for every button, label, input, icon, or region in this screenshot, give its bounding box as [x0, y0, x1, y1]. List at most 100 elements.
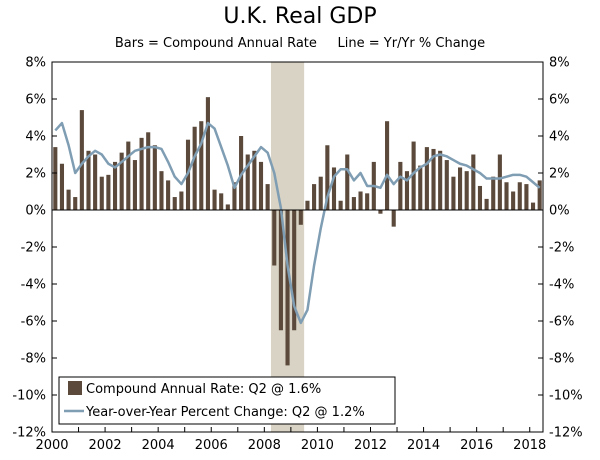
bar	[411, 141, 416, 210]
bar	[212, 189, 217, 210]
bar	[365, 193, 370, 210]
y-tick-label-right: 4%	[549, 130, 570, 145]
y-tick-label-left: -10%	[12, 389, 46, 404]
bar	[285, 210, 290, 366]
y-tick-label-left: -6%	[21, 315, 46, 330]
bar	[418, 165, 423, 210]
y-tick-label-left: 2%	[25, 167, 46, 182]
bar	[252, 150, 257, 210]
bar	[126, 141, 131, 210]
x-tick-label: 2004	[142, 438, 175, 453]
x-tick-label: 2006	[195, 438, 228, 453]
bar	[471, 154, 476, 210]
bar	[424, 147, 429, 210]
bar	[497, 154, 502, 210]
bar	[318, 176, 323, 210]
bar-series	[53, 97, 542, 366]
bar	[458, 167, 463, 210]
legend-label-line: Year-over-Year Percent Change: Q2 @ 1.2%	[85, 405, 365, 420]
y-tick-label-right: -12%	[549, 426, 583, 441]
x-tick-label: 2012	[354, 438, 387, 453]
bar	[298, 210, 303, 225]
bar	[312, 184, 317, 210]
legend-label-bars: Compound Annual Rate: Q2 @ 1.6%	[86, 382, 321, 397]
chart-subtitle: Bars = Compound Annual Rate Line = Yr/Yr…	[114, 36, 486, 51]
axes: 8% 8% 6% 6% 4% 4% 2% 2% 0% 0% -2% -2% -4% -4% -6% -6% -8…	[12, 56, 582, 454]
bar	[484, 198, 489, 210]
bar	[524, 184, 529, 210]
bar	[338, 200, 343, 210]
bar	[139, 137, 144, 210]
chart-title: U.K. Real GDP	[223, 4, 377, 29]
y-tick-label-left: 0%	[25, 204, 46, 219]
bar	[504, 182, 509, 210]
y-tick-label-left: 8%	[25, 56, 46, 71]
legend-box	[58, 376, 396, 425]
x-tick-label: 2018	[513, 438, 546, 453]
line-series	[54, 121, 541, 325]
bar	[477, 185, 483, 210]
bar	[464, 171, 469, 210]
y-tick-label-left: 4%	[25, 130, 46, 145]
bar	[358, 191, 363, 210]
bar	[79, 110, 84, 210]
bar	[112, 161, 118, 210]
bar	[265, 184, 270, 210]
bar	[398, 161, 403, 210]
bar	[225, 204, 230, 210]
bar	[391, 210, 396, 227]
bar	[199, 121, 204, 210]
bar	[205, 97, 210, 210]
bar	[517, 182, 522, 210]
bar	[159, 171, 164, 210]
yoy-line	[54, 121, 541, 325]
x-tick-label: 2002	[89, 438, 122, 453]
legend: Compound Annual Rate: Q2 @ 1.6% Year-ove…	[58, 376, 396, 425]
bar	[93, 154, 98, 210]
bar	[345, 154, 350, 210]
bar	[132, 160, 137, 210]
bar	[53, 147, 58, 210]
bar	[86, 150, 91, 210]
bar	[172, 197, 177, 210]
bar	[73, 197, 78, 210]
bar	[331, 167, 337, 210]
y-tick-label-right: -2%	[549, 241, 574, 256]
bar	[511, 191, 516, 210]
bar	[179, 191, 184, 210]
bar	[258, 161, 264, 210]
x-tick-label: 2010	[301, 438, 334, 453]
bar	[152, 145, 157, 210]
bar	[351, 197, 356, 210]
bar	[232, 182, 237, 210]
y-tick-label-left: -8%	[21, 352, 46, 367]
y-tick-label-left: -12%	[12, 426, 46, 441]
bar	[530, 202, 536, 210]
y-tick-label-right: -8%	[549, 352, 574, 367]
legend-swatch-bars	[68, 381, 82, 395]
bar	[219, 193, 224, 210]
bar	[292, 210, 297, 331]
bar	[491, 176, 496, 210]
bar	[305, 200, 310, 210]
y-tick-label-left: 6%	[25, 93, 46, 108]
bar	[66, 189, 71, 210]
bar	[272, 210, 277, 266]
bar	[537, 180, 542, 210]
y-tick-label-right: 8%	[549, 56, 570, 71]
bar	[245, 154, 250, 210]
x-tick-label: 2008	[248, 438, 281, 453]
bar	[385, 121, 390, 210]
bar	[404, 171, 410, 210]
y-tick-label-right: 0%	[549, 204, 570, 219]
bar	[451, 176, 456, 210]
x-tick-label: 2014	[407, 438, 440, 453]
bar	[278, 210, 283, 331]
bar	[438, 150, 443, 210]
bar	[444, 160, 449, 210]
y-tick-label-right: -6%	[549, 315, 574, 330]
y-tick-label-left: -4%	[21, 278, 46, 293]
y-tick-label-left: -2%	[21, 241, 46, 256]
bar	[325, 145, 330, 210]
